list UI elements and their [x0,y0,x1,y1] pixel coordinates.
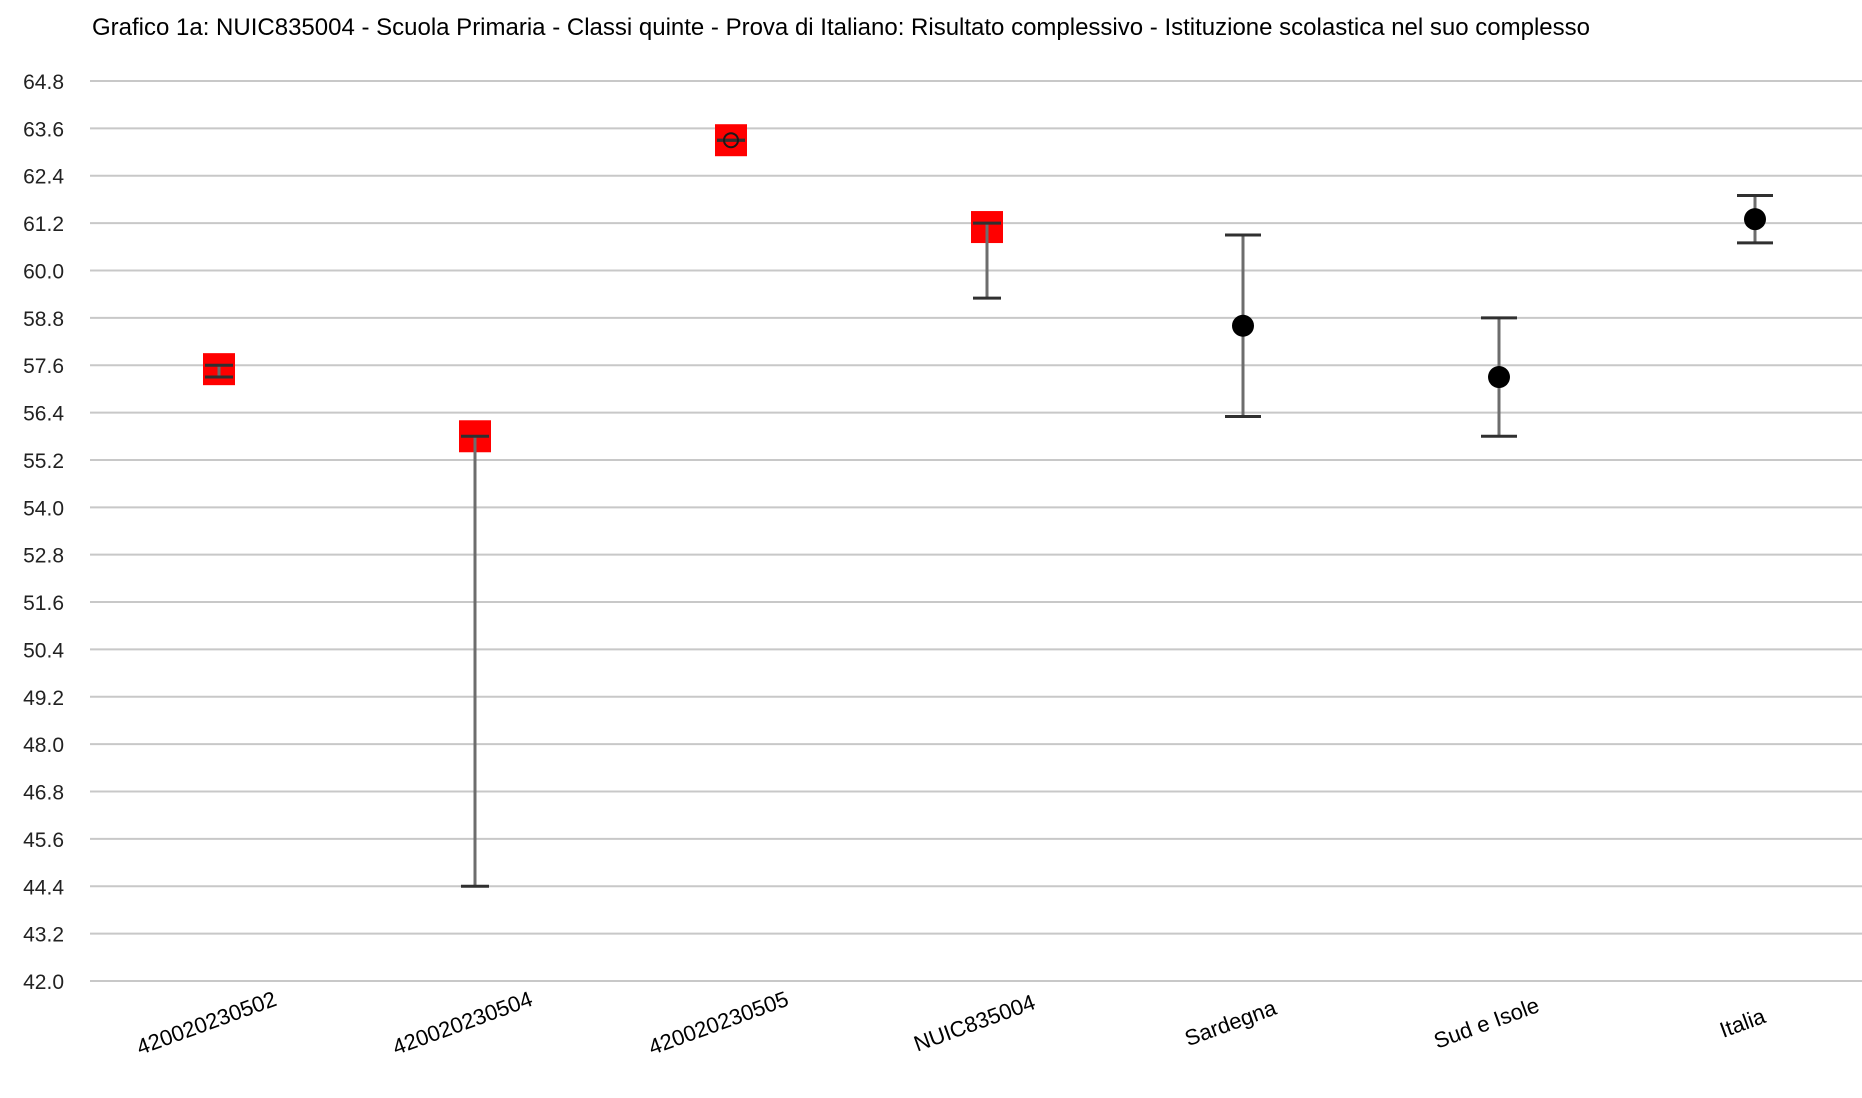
y-tick-label: 64.8 [23,71,64,94]
x-tick-label: 420020230505 [645,986,792,1060]
y-tick-label: 50.4 [23,639,64,662]
y-tick-label: 46.8 [23,782,64,805]
x-axis-ticks: 420020230502 420020230504 420020230505 NUIC… [133,986,1769,1060]
data-points [203,124,1766,888]
y-axis-ticks: 42.0 43.2 44.4 45.6 46.8 48.0 49.2 50.4 51.6 52.8… [23,71,64,994]
y-tick-label: 52.8 [23,545,64,568]
y-tick-label: 58.8 [23,308,64,331]
y-tick-label: 48.0 [23,734,64,757]
x-tick-label: Italia [1716,1003,1769,1043]
error-bars [1225,193,1773,438]
y-tick-label: 61.2 [23,213,64,236]
chart-title: Grafico 1a: NUIC835004 - Scuola Primaria… [92,14,1590,41]
y-tick-label: 55.2 [23,450,64,473]
y-tick-label: 45.6 [23,829,64,852]
y-tick-label: 62.4 [23,166,64,189]
data-point [1232,314,1254,337]
y-tick-label: 56.4 [23,403,64,426]
point-center-ring [723,132,739,149]
y-tick-label: 44.4 [23,876,64,899]
x-tick-label: Sardegna [1181,995,1280,1051]
y-tick-label: 43.2 [23,924,64,947]
y-tick-label: 63.6 [23,118,64,141]
x-tick-label: 420020230504 [389,986,536,1060]
y-tick-label: 60.0 [23,260,64,283]
y-tick-label: 57.6 [23,355,64,378]
y-tick-label: 54.0 [23,497,64,520]
y-tick-label: 51.6 [23,592,64,615]
data-point [1488,366,1510,389]
x-tick-label: 420020230502 [133,986,280,1060]
x-tick-label: Sud e Isole [1430,992,1542,1053]
x-tick-label: NUIC835004 [910,989,1038,1056]
data-point [1744,208,1766,231]
y-tick-label: 42.0 [23,971,64,994]
y-tick-label: 49.2 [23,687,64,710]
